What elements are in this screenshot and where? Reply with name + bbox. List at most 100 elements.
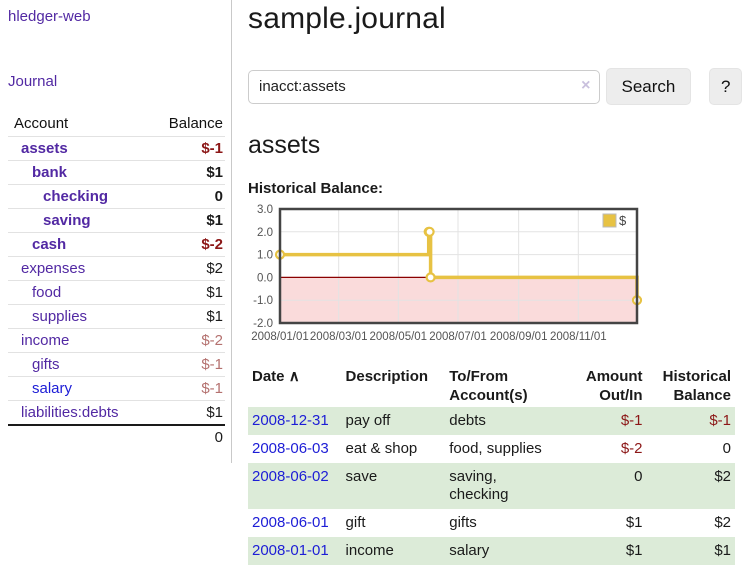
register-balance: $2 [714,514,731,531]
register-date-link[interactable]: 2008-06-01 [252,514,329,531]
search-row: × Search ? [248,68,742,105]
y-tick-label: -2.0 [253,318,273,330]
register-description: save [341,463,446,509]
account-row: checking 0 [8,184,225,209]
x-tick-label: 2008/11/01 [550,331,607,343]
register-header-description: Description [345,368,429,385]
y-tick-label: 3.0 [257,204,273,216]
sidebar-account-link[interactable]: salary [32,380,73,397]
accounts-table: Account Balance assets $-1 bank $1 checking 0… [8,112,225,449]
register-table: Date ∧ Description To/From Account(s) Amo… [248,365,735,565]
register-date-link[interactable]: 2008-06-03 [252,440,329,457]
account-balance: $-1 [147,136,225,161]
register-row[interactable]: 2008-06-02 save saving, checking 0 $2 [248,463,735,509]
register-amount: $-2 [620,440,643,457]
register-balance: 0 [722,440,731,457]
sidebar-account-link[interactable]: gifts [32,356,60,373]
sidebar-account-link[interactable]: bank [32,164,68,181]
register-header-date[interactable]: Date ∧ [252,368,300,385]
account-row: saving $1 [8,208,225,233]
account-balance: 0 [147,184,225,209]
main-content: sample.journal × Search ? assets Histori… [232,0,742,565]
sidebar-account-link[interactable]: assets [21,140,68,157]
sidebar-account-link[interactable]: income [21,332,70,349]
register-accounts: debts [445,407,562,435]
account-balance: $-1 [147,376,225,401]
register-description: gift [345,514,366,531]
y-tick-label: -1.0 [253,295,273,307]
account-balance: $-2 [147,328,225,353]
account-row: assets $-1 [8,136,225,161]
y-tick-label: 1.0 [257,250,273,262]
account-heading: assets [248,131,321,159]
register-header-balance: Historical Balance [662,368,731,404]
register-description: income [341,537,446,565]
register-accounts: saving, checking [445,463,562,509]
x-tick-label: 2008/05/01 [370,331,428,343]
account-row: bank $1 [8,160,225,185]
accounts-total-value: 0 [147,424,225,449]
search-button[interactable]: Search [605,68,692,105]
data-point-marker [425,272,436,283]
data-point-marker [424,226,435,237]
search-box: × [248,69,600,104]
register-description: eat & shop [345,440,418,457]
x-tick-label: 2008/09/01 [490,331,548,343]
register-date-link[interactable]: 2008-06-02 [252,468,329,485]
x-tick-label: 2008/01/01 [251,331,309,343]
register-balance: $2 [646,463,735,509]
search-input[interactable] [248,69,600,104]
app: hledger-web Journal Account Balance asse… [8,0,742,565]
account-row: income $-2 [8,328,225,353]
accounts-total-row: 0 [8,424,225,449]
account-balance: $1 [147,400,225,425]
accounts-header-balance: Balance [168,115,223,132]
account-row: salary $-1 [8,376,225,401]
account-balance: $-2 [147,232,225,257]
sidebar-account-link[interactable]: saving [43,212,91,229]
account-balance: $1 [147,280,225,305]
register-balance: $-1 [646,407,735,435]
y-tick-label: 0.0 [257,272,273,284]
account-balance: $1 [147,304,225,329]
account-balance: $1 [147,160,225,185]
sidebar-account-link[interactable]: liabilities:debts [21,404,119,421]
register-accounts: gifts [449,514,477,531]
register-date-link[interactable]: 2008-01-01 [252,542,329,559]
page-title: sample.journal [248,2,446,35]
register-header-accounts: To/From Account(s) [449,368,528,404]
sort-ascending-icon: ∧ [288,368,300,385]
legend-label: $ [619,213,627,228]
register-amount: 0 [561,463,647,509]
x-tick-label: 2008/07/01 [429,331,487,343]
clear-search-icon[interactable]: × [581,76,591,94]
register-row[interactable]: 2008-06-01 gift gifts $1 $2 [248,509,735,537]
account-row: expenses $2 [8,256,225,281]
register-row[interactable]: 2008-12-31 pay off debts $-1 $-1 [248,407,735,435]
sidebar-account-link[interactable]: supplies [32,308,88,325]
account-row: gifts $-1 [8,352,225,377]
sidebar-account-link[interactable]: food [32,284,62,301]
register-date-link[interactable]: 2008-12-31 [252,412,329,429]
account-row: food $1 [8,280,225,305]
sidebar-account-link[interactable]: cash [32,236,67,253]
sidebar-nav: Journal [8,73,225,91]
register-amount: $1 [625,514,643,531]
sidebar-account-link[interactable]: checking [43,188,109,205]
register-header-amount: Amount Out/In [585,368,643,404]
help-button[interactable]: ? [709,68,742,105]
account-balance: $1 [147,208,225,233]
register-row[interactable]: 2008-06-03 eat & shop food, supplies $-2 0 [248,435,735,463]
accounts-header-account: Account [14,115,69,132]
account-balance: $-1 [147,352,225,377]
account-row: supplies $1 [8,304,225,329]
register-balance: $1 [646,537,735,565]
sidebar-item-journal[interactable]: Journal [8,73,58,90]
register-row[interactable]: 2008-01-01 income salary $1 $1 [248,537,735,565]
sidebar-account-link[interactable]: expenses [21,260,86,277]
account-row: cash $-2 [8,232,225,257]
register-amount: $1 [561,537,647,565]
y-tick-label: 2.0 [257,227,273,239]
app-title-link[interactable]: hledger-web [8,8,91,25]
